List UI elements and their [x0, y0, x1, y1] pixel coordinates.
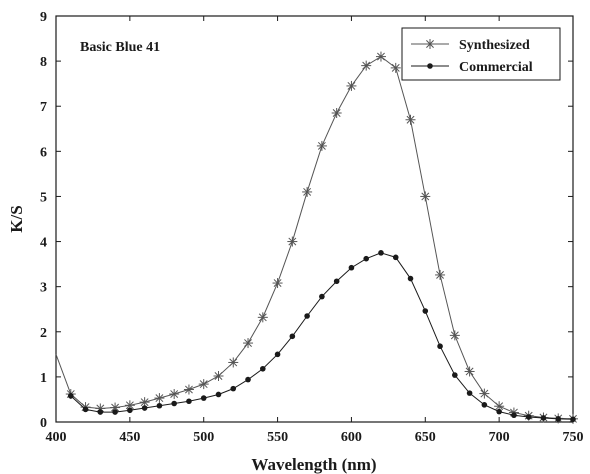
- y-tick-label: 2: [40, 326, 47, 341]
- y-tick-label: 8: [40, 55, 47, 70]
- data-point: [420, 191, 431, 202]
- data-point: [466, 390, 473, 396]
- data-point: [243, 338, 254, 349]
- data-point: [348, 264, 355, 271]
- legend-marker: [427, 63, 433, 69]
- data-point: [213, 370, 224, 381]
- data-point: [245, 376, 251, 383]
- data-point: [171, 400, 177, 407]
- axis-layer: 400 450 500 550 600 650 700 750 0 1 2 3 4 5 6 7 8 9: [40, 10, 584, 445]
- data-point: [200, 395, 207, 401]
- data-point: [287, 236, 298, 247]
- data-point: [154, 393, 165, 404]
- x-tick-label: 700: [489, 430, 510, 445]
- data-point: [405, 114, 416, 125]
- data-point: [169, 389, 180, 400]
- data-point: [186, 398, 192, 405]
- y-tick-label: 4: [40, 236, 47, 251]
- data-point: [97, 409, 104, 415]
- legend: Synthesized Commercial: [401, 27, 561, 81]
- data-point: [257, 312, 268, 323]
- y-tick-label: 9: [40, 10, 47, 25]
- legend-box: [401, 27, 561, 81]
- data-point: [316, 140, 327, 151]
- data-point: [110, 402, 121, 413]
- data-point: [228, 357, 239, 368]
- data-point: [361, 60, 372, 71]
- x-tick-label: 450: [119, 430, 140, 445]
- data-point: [452, 372, 458, 378]
- data-point: [435, 269, 446, 280]
- data-point: [525, 414, 532, 420]
- data-point: [496, 408, 502, 415]
- data-point: [407, 275, 414, 282]
- data-point: [67, 393, 74, 399]
- data-point: [302, 186, 313, 197]
- data-point: [215, 391, 222, 398]
- data-point: [82, 406, 89, 413]
- y-axis-label: K/S: [7, 205, 26, 232]
- data-point: [127, 407, 133, 414]
- data-point: [378, 250, 384, 256]
- x-axis-label: Wavelength (nm): [251, 455, 376, 474]
- data-point: [375, 51, 386, 62]
- y-tick-label: 5: [40, 190, 47, 205]
- plot-frame: [55, 15, 574, 423]
- legend-label: Synthesized: [459, 38, 530, 53]
- data-point: [331, 107, 342, 118]
- data-point: [274, 351, 281, 358]
- data-point: [390, 62, 401, 73]
- legend-label: Commercial: [459, 60, 533, 75]
- x-tick-label: 600: [341, 430, 362, 445]
- data-point: [112, 409, 118, 415]
- x-tick-label: 500: [193, 430, 214, 445]
- data-point: [304, 313, 310, 319]
- data-point: [183, 384, 194, 395]
- y-tick-label: 7: [40, 100, 47, 115]
- data-point: [141, 405, 148, 411]
- data-point: [449, 330, 460, 341]
- data-point: [479, 388, 490, 399]
- data-point: [346, 80, 357, 91]
- y-tick-label: 3: [40, 281, 47, 296]
- data-point: [511, 412, 517, 419]
- data-point: [555, 416, 562, 422]
- y-tick-label: 0: [40, 416, 47, 431]
- data-point: [260, 365, 266, 372]
- y-tick-label: 1: [40, 371, 47, 386]
- y-tick-label: 6: [40, 145, 47, 160]
- data-point: [230, 385, 237, 392]
- legend-marker: [425, 39, 435, 49]
- data-point: [422, 308, 429, 314]
- x-tick-label: 550: [267, 430, 288, 445]
- data-point: [392, 254, 399, 261]
- x-tick-label: 650: [415, 430, 436, 445]
- data-point: [156, 402, 163, 409]
- chart-annotation: Basic Blue 41: [80, 40, 160, 55]
- data-point: [333, 278, 340, 285]
- data-point: [540, 415, 547, 421]
- data-point: [272, 278, 283, 289]
- legend-entries: Synthesized Commercial: [411, 38, 533, 75]
- x-tick-label: 750: [563, 430, 584, 445]
- data-point: [481, 402, 488, 408]
- x-tick-label: 400: [46, 430, 67, 445]
- data-point: [319, 293, 325, 300]
- series-layer: [55, 51, 578, 424]
- data-point: [363, 255, 370, 262]
- data-point: [198, 379, 209, 390]
- data-point: [289, 333, 296, 340]
- data-point: [464, 366, 475, 377]
- data-point: [437, 343, 443, 350]
